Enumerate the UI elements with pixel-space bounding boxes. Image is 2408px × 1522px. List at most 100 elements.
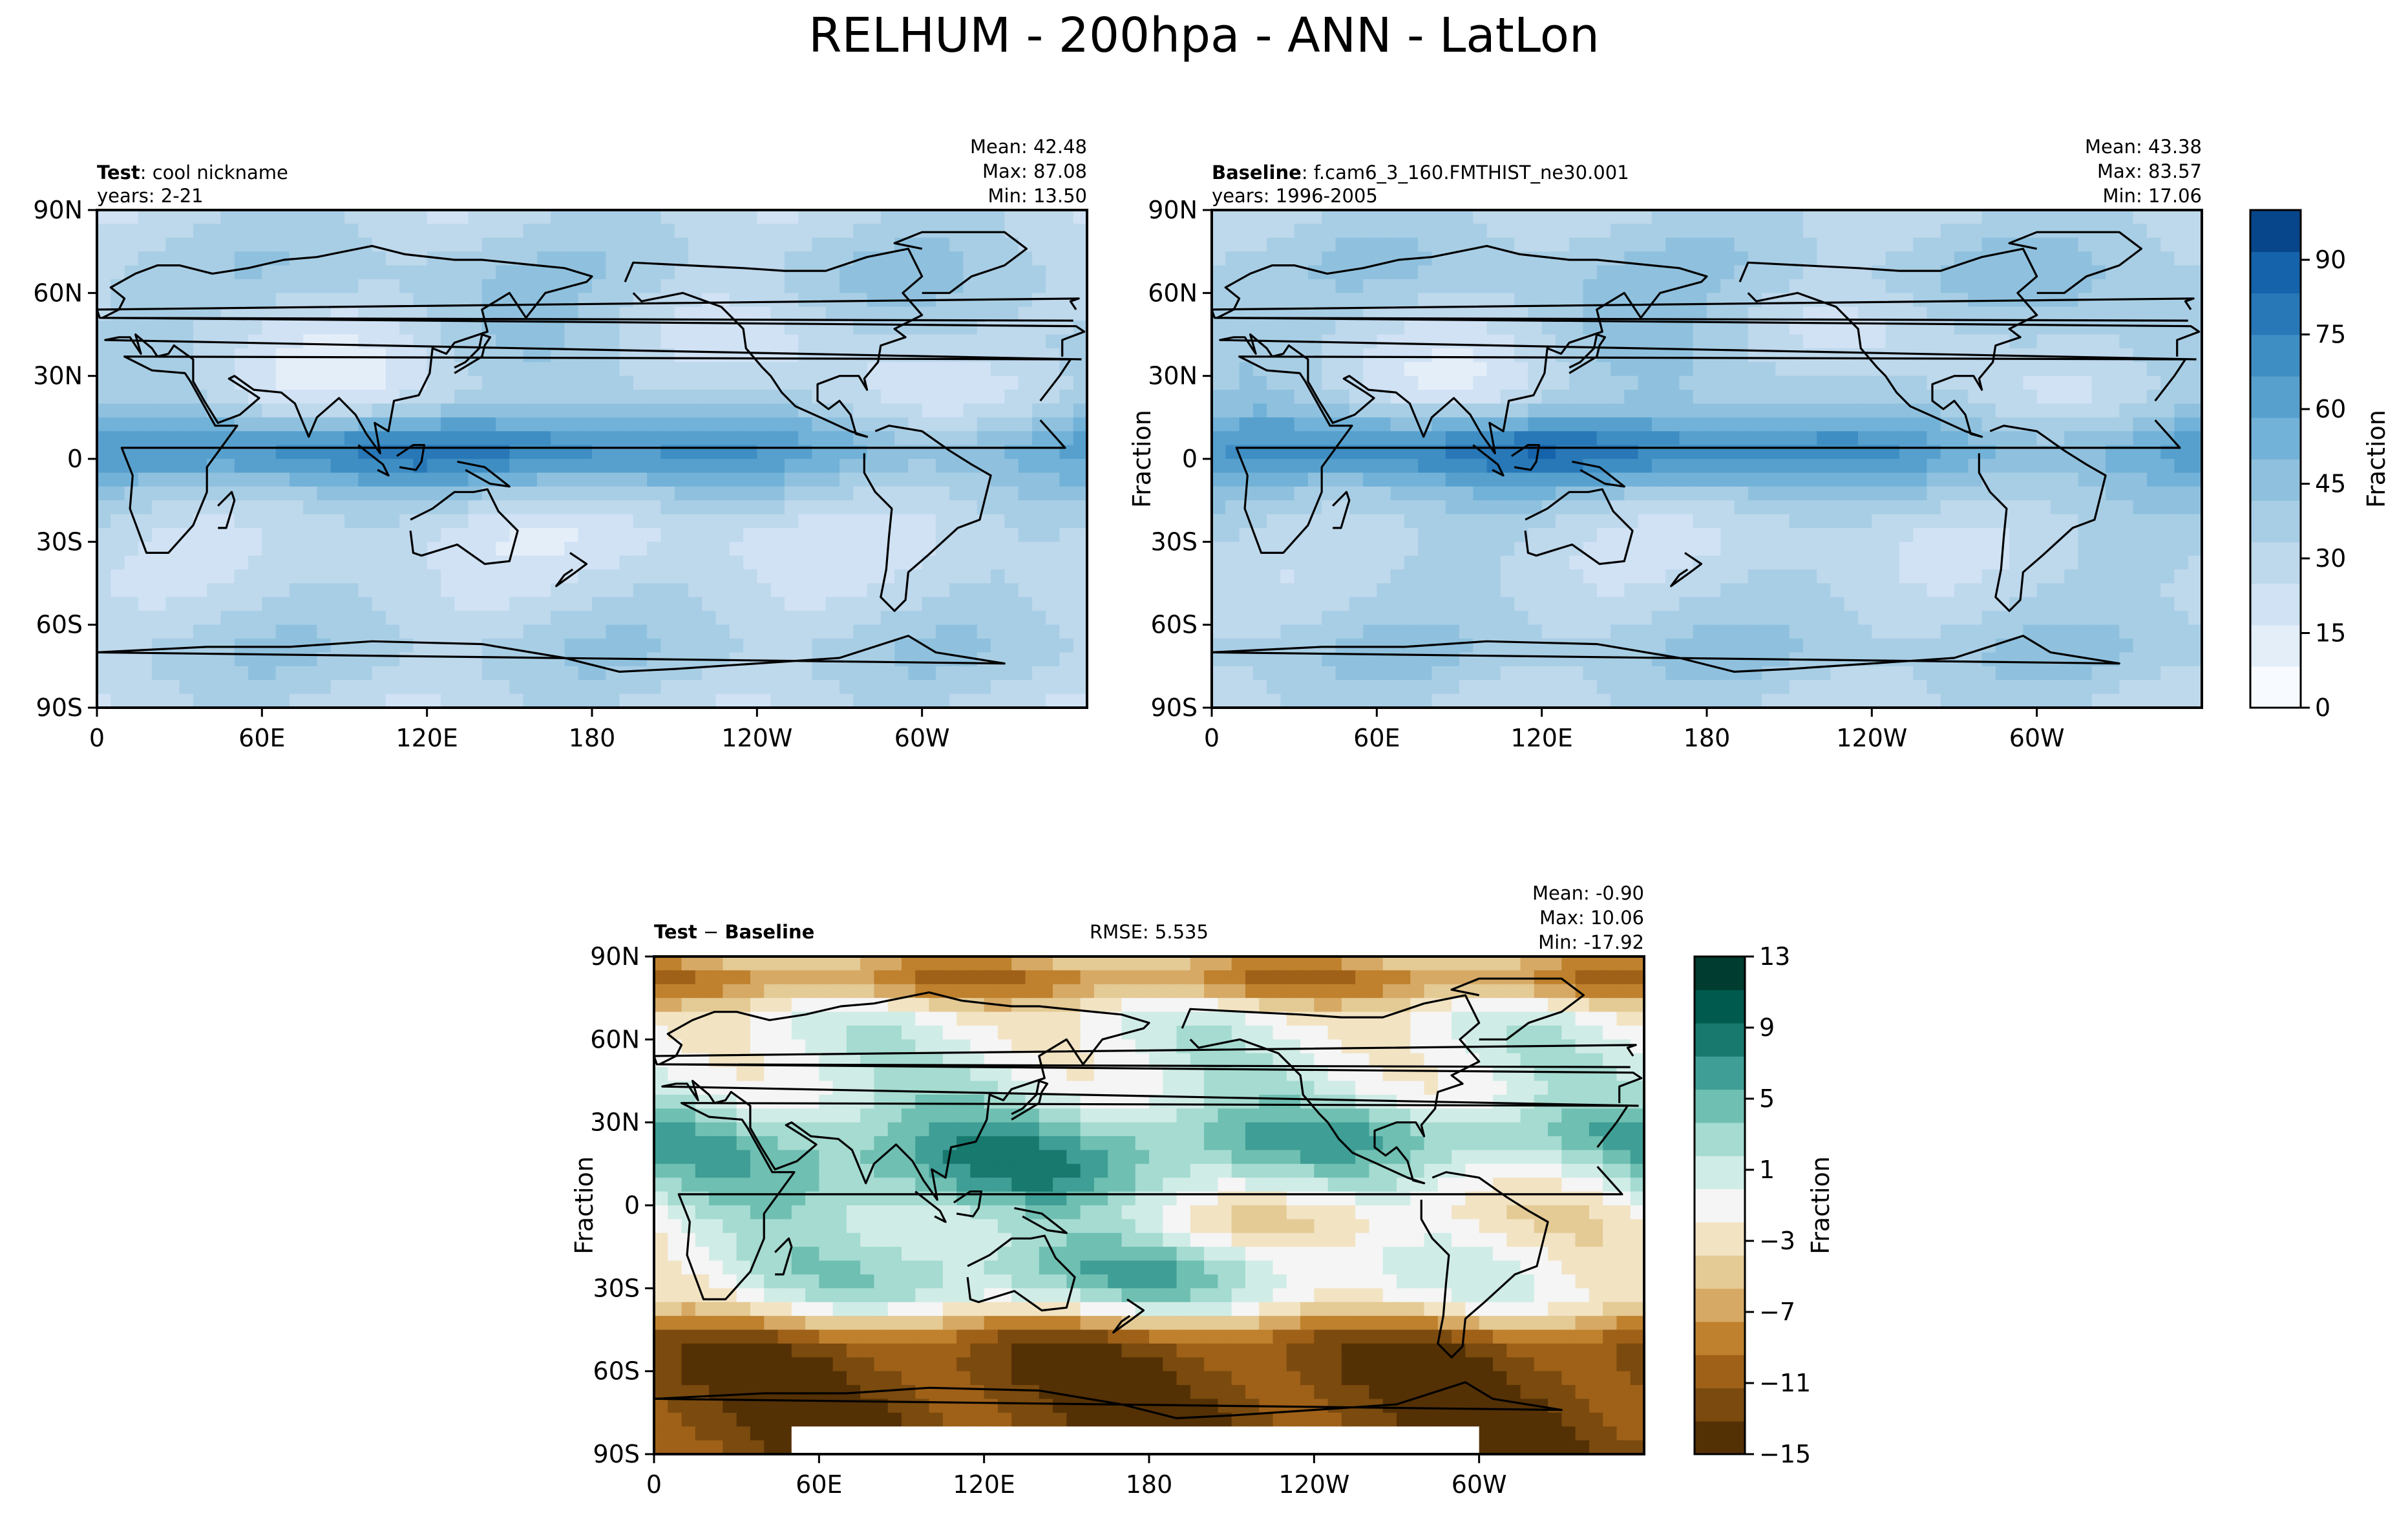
colorbar-tick-label: 13 — [1759, 942, 1790, 971]
colorbar-swatch — [1695, 1189, 1745, 1223]
panel-label: Test − Baseline — [654, 921, 814, 943]
colorbar-tick-label: 60 — [2315, 395, 2346, 423]
y-tick-label: 90S — [36, 693, 83, 722]
x-tick-label: 180 — [569, 724, 616, 752]
colorbar-swatch — [2250, 375, 2301, 418]
y-tick-label: 90N — [33, 196, 83, 224]
coastlines — [97, 231, 1086, 673]
stat-0: Mean: 42.48 — [970, 136, 1087, 158]
x-tick-label: 60W — [1452, 1470, 1507, 1499]
colorbar-swatch — [2250, 210, 2301, 252]
colorbars-group: 0 15 30 45 60 75 90 Fraction 13 9 5 1 −3 −7 −11 −15 Frac… — [1693, 209, 2391, 1468]
y-tick-label: 30S — [36, 527, 83, 556]
field-test — [97, 210, 1087, 708]
stat-1: Max: 83.57 — [2097, 160, 2202, 182]
y-tick-label: 90N — [1148, 196, 1198, 224]
colorbar-swatch — [1695, 1388, 1745, 1422]
colorbar-tick-label: 0 — [2315, 693, 2330, 722]
y-axis-label: Fraction — [1128, 410, 1156, 508]
colorbar-swatch — [1695, 1355, 1745, 1389]
colorbar-tick-label: 45 — [2315, 470, 2346, 498]
colorbar-swatch — [1695, 1089, 1745, 1123]
colorbar-label: Fraction — [1806, 1156, 1835, 1254]
colorbar-tick-label: 1 — [1759, 1156, 1775, 1184]
colorbar-tick-label: −11 — [1759, 1369, 1811, 1397]
stat-0: Mean: -0.90 — [1532, 882, 1644, 904]
colorbar-tick-label: 75 — [2315, 321, 2346, 349]
colorbar-swatch — [1695, 1255, 1745, 1289]
y-tick-label: 30S — [1151, 527, 1198, 556]
colorbar-tick-label: 9 — [1759, 1013, 1775, 1042]
panel-label: Baseline: f.cam6_3_160.FMTHIST_ne30.001 — [1212, 162, 1629, 184]
panel-test: 0 60E 120E 180 120W 60W 90N 60N 30N 0 30S 60S 90S Tes… — [33, 136, 1088, 752]
y-tick-label: 30N — [33, 362, 83, 390]
colorbar-tick-label: 5 — [1759, 1084, 1775, 1113]
x-tick-label: 60E — [1353, 724, 1400, 752]
colorbar-swatch — [1695, 1022, 1745, 1057]
y-tick-label: 60N — [1148, 279, 1198, 307]
y-tick-label: 30N — [590, 1108, 640, 1137]
y-tick-label: 30N — [1148, 362, 1198, 390]
x-tick-label: 120W — [721, 724, 792, 752]
x-tick-label: 0 — [1204, 724, 1220, 752]
y-tick-label: 0 — [624, 1191, 640, 1220]
colorbar-swatch — [2250, 624, 2301, 667]
coastlines — [1212, 231, 2201, 673]
x-tick-label: 180 — [1684, 724, 1731, 752]
panel-years: years: 1996-2005 — [1212, 185, 1378, 207]
colorbar-swatch — [2250, 459, 2301, 501]
x-tick-label: 180 — [1126, 1470, 1173, 1499]
field-diff — [654, 957, 1644, 1454]
colorbar-swatch — [2250, 417, 2301, 460]
colorbar-tick-label: −15 — [1759, 1440, 1811, 1468]
y-tick-label: 0 — [67, 445, 83, 473]
colorbar-swatch — [1695, 1122, 1745, 1156]
colorbar-swatch — [1695, 1221, 1745, 1256]
colorbar-swatch — [2250, 666, 2301, 708]
x-tick-label: 60E — [796, 1470, 842, 1499]
colorbar-swatch — [1695, 1421, 1745, 1455]
colorbar-tick-label: 90 — [2315, 246, 2346, 274]
figure-title: RELHUM - 200hpa - ANN - LatLon — [808, 8, 1600, 63]
x-tick-label: 60W — [2009, 724, 2065, 752]
stat-2: Min: 13.50 — [988, 185, 1087, 207]
y-tick-label: 30S — [593, 1274, 640, 1302]
panel-label: Test: cool nickname — [97, 162, 288, 184]
x-tick-label: 60W — [894, 724, 950, 752]
panel-diff: 0 60E 120E 180 120W 60W 90N 60N 30N 0 30S 60S 90S Tes… — [570, 882, 1645, 1499]
field-baseline — [1212, 210, 2202, 708]
colorbar-tick-label: −7 — [1759, 1298, 1795, 1326]
y-tick-label: 60N — [590, 1025, 640, 1053]
colorbar-swatch — [2250, 500, 2301, 543]
colorbar-tick-label: −3 — [1759, 1227, 1795, 1255]
y-tick-label: 60N — [33, 279, 83, 307]
colorbar-swatch — [1695, 989, 1745, 1024]
colorbar-swatch — [1695, 1321, 1745, 1355]
colorbar-tick-label: 15 — [2315, 619, 2346, 648]
colorbar-swatch — [1695, 1156, 1745, 1190]
stat-1: Max: 10.06 — [1539, 907, 1644, 929]
panels-group: 0 60E 120E 180 120W 60W 90N 60N 30N 0 30S 60S 90S Tes… — [33, 136, 2203, 1499]
x-tick-label: 120W — [1836, 724, 1907, 752]
stat-0: Mean: 43.38 — [2085, 136, 2202, 158]
x-tick-label: 0 — [646, 1470, 662, 1499]
colorbar-swatch — [2250, 542, 2301, 584]
x-tick-label: 120E — [953, 1470, 1015, 1499]
coastlines — [654, 977, 1643, 1419]
x-tick-label: 60E — [238, 724, 285, 752]
colorbar-swatch — [2250, 583, 2301, 626]
colorbar-swatch — [2250, 334, 2301, 377]
rmse-label: RMSE: 5.535 — [1090, 921, 1209, 943]
x-tick-label: 120W — [1278, 1470, 1349, 1499]
colorbar-swatch — [2250, 293, 2301, 335]
colorbar-swatch — [1695, 957, 1745, 991]
stat-2: Min: -17.92 — [1538, 931, 1644, 953]
y-tick-label: 90S — [1151, 693, 1198, 722]
colorbar-diff: 13 9 5 1 −3 −7 −11 −15 Fraction — [1693, 942, 1835, 1468]
y-axis-label: Fraction — [570, 1156, 598, 1254]
colorbar-swatch — [1695, 1056, 1745, 1090]
x-tick-label: 120E — [396, 724, 458, 752]
stat-2: Min: 17.06 — [2103, 185, 2202, 207]
colorbar-label: Fraction — [2362, 410, 2391, 508]
